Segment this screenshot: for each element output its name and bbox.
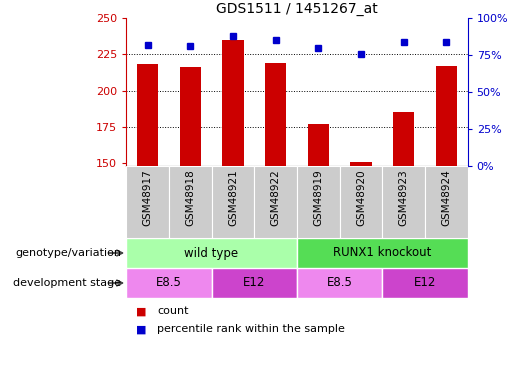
Bar <box>212 166 254 238</box>
Bar <box>382 268 468 298</box>
Bar <box>254 166 297 238</box>
Text: GSM48917: GSM48917 <box>143 170 152 226</box>
Text: RUNX1 knockout: RUNX1 knockout <box>333 246 432 259</box>
Text: E8.5: E8.5 <box>327 276 352 290</box>
Bar <box>339 166 382 238</box>
Text: GSM48918: GSM48918 <box>185 170 195 226</box>
Text: E8.5: E8.5 <box>156 276 182 290</box>
Text: percentile rank within the sample: percentile rank within the sample <box>157 324 345 334</box>
Bar <box>126 238 297 268</box>
Bar <box>393 112 414 166</box>
Bar <box>180 68 201 166</box>
Bar <box>169 166 212 238</box>
Text: GSM48924: GSM48924 <box>441 170 451 226</box>
Text: GSM48923: GSM48923 <box>399 170 408 226</box>
Bar <box>425 166 468 238</box>
Text: genotype/variation: genotype/variation <box>15 248 121 258</box>
Text: ■: ■ <box>136 324 147 334</box>
Text: GSM48922: GSM48922 <box>270 170 281 226</box>
Text: wild type: wild type <box>184 246 238 259</box>
Text: development stage: development stage <box>13 278 121 288</box>
Bar <box>297 166 339 238</box>
Text: count: count <box>157 306 188 316</box>
Text: GSM48920: GSM48920 <box>356 170 366 226</box>
Bar <box>212 268 297 298</box>
Bar <box>436 66 457 166</box>
Text: E12: E12 <box>414 276 436 290</box>
Bar <box>297 238 468 268</box>
Bar <box>222 40 244 166</box>
Bar <box>126 166 169 238</box>
Title: GDS1511 / 1451267_at: GDS1511 / 1451267_at <box>216 2 378 16</box>
Bar <box>265 63 286 166</box>
Bar <box>350 162 372 166</box>
Text: E12: E12 <box>243 276 265 290</box>
Bar <box>126 268 212 298</box>
Text: GSM48919: GSM48919 <box>313 170 323 226</box>
Bar <box>297 268 382 298</box>
Bar <box>137 64 158 166</box>
Text: ■: ■ <box>136 306 147 316</box>
Text: GSM48921: GSM48921 <box>228 170 238 226</box>
Bar <box>307 124 329 166</box>
Bar <box>382 166 425 238</box>
